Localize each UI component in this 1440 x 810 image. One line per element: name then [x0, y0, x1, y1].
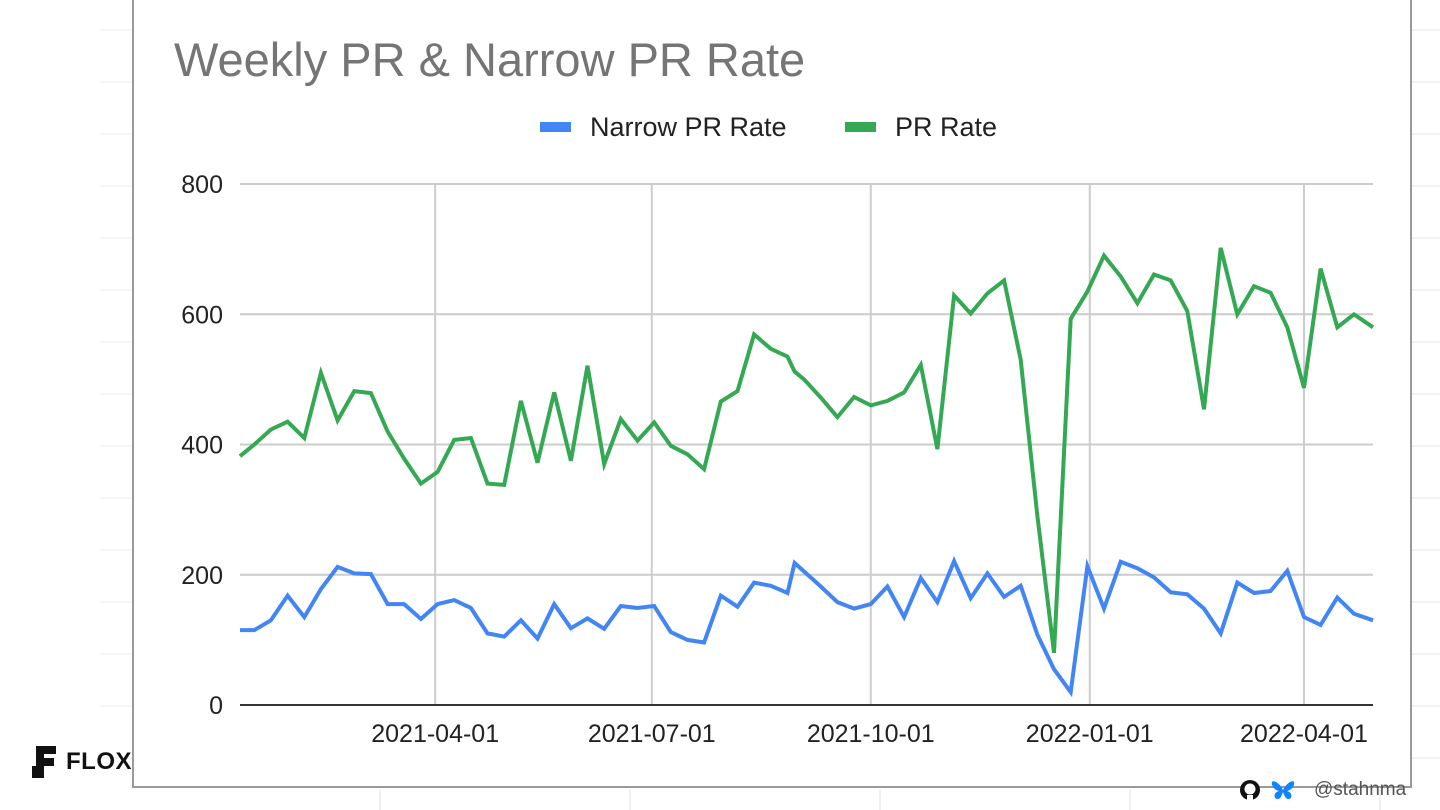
x-tick-label: 2022-01-01 — [1026, 720, 1154, 748]
series-line-pr-rate — [238, 247, 1375, 654]
x-tick-label: 2021-07-01 — [588, 720, 716, 748]
y-tick-label: 600 — [181, 301, 223, 329]
legend-label: Narrow PR Rate — [590, 112, 787, 142]
legend-label: PR Rate — [895, 112, 997, 142]
github-icon — [1240, 780, 1260, 800]
brand-name: FLOX — [66, 748, 132, 775]
chart-title: Weekly PR & Narrow PR Rate — [174, 33, 806, 86]
legend-swatch — [540, 122, 571, 132]
author-handle: @stahnma — [1314, 779, 1407, 800]
flox-logo-icon — [32, 746, 56, 778]
x-tick-label: 2021-04-01 — [371, 720, 499, 748]
x-tick-label: 2021-10-01 — [807, 720, 935, 748]
footer: @stahnma — [1238, 778, 1406, 802]
series-line-narrow-pr-rate — [240, 556, 1374, 698]
brand-logo: FLOX — [30, 744, 132, 780]
y-tick-label: 400 — [181, 432, 223, 460]
y-tick-label: 0 — [209, 692, 223, 720]
x-tick-label: 2022-04-01 — [1240, 720, 1368, 748]
legend-swatch — [845, 122, 876, 132]
y-tick-label: 800 — [181, 171, 223, 199]
butterfly-icon — [1271, 781, 1295, 800]
y-tick-label: 200 — [181, 562, 223, 590]
chart-card[interactable] — [132, 0, 1412, 788]
